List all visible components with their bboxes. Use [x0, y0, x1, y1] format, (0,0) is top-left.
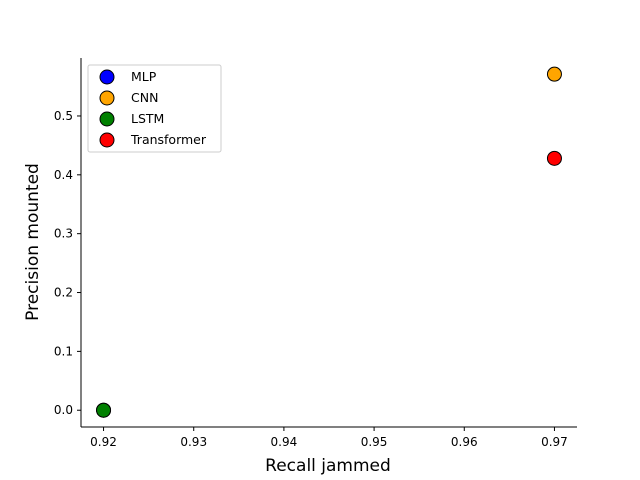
legend: MLP CNN LSTM Transformer	[87, 64, 222, 153]
x-tick-label: 0.97	[541, 435, 568, 449]
y-tick-label: 0.2	[54, 286, 73, 300]
x-ticks: 0.92 0.93 0.94 0.95 0.96 0.97	[90, 427, 568, 449]
legend-label-cnn: CNN	[131, 90, 158, 105]
legend-marker-cnn	[99, 90, 115, 106]
legend-marker-transformer	[99, 132, 115, 148]
legend-label-mlp: MLP	[131, 69, 157, 84]
legend-label-transformer: Transformer	[130, 132, 207, 147]
x-tick-label: 0.94	[271, 435, 298, 449]
y-tick-label: 0.4	[54, 168, 73, 182]
y-tick-label: 0.3	[54, 227, 73, 241]
point-transformer	[546, 150, 562, 166]
x-tick-label: 0.93	[180, 435, 207, 449]
point-lstm	[96, 402, 112, 418]
x-tick-label: 0.96	[451, 435, 478, 449]
legend-marker-mlp	[99, 69, 115, 85]
y-tick-label: 0.0	[54, 403, 73, 417]
point-cnn	[546, 66, 562, 82]
legend-frame	[87, 64, 222, 153]
y-tick-label: 0.1	[54, 344, 73, 358]
legend-label-lstm: LSTM	[131, 111, 164, 126]
y-ticks: 0.0 0.1 0.2 0.3 0.4 0.5	[54, 109, 81, 417]
x-axis-title: Recall jammed	[265, 456, 391, 476]
data-points	[96, 66, 562, 418]
y-tick-label: 0.5	[54, 109, 73, 123]
x-tick-label: 0.92	[90, 435, 117, 449]
x-tick-label: 0.95	[361, 435, 388, 449]
legend-marker-lstm	[99, 111, 115, 127]
y-axis-title: Precision mounted	[23, 163, 43, 321]
axes	[80, 58, 577, 428]
